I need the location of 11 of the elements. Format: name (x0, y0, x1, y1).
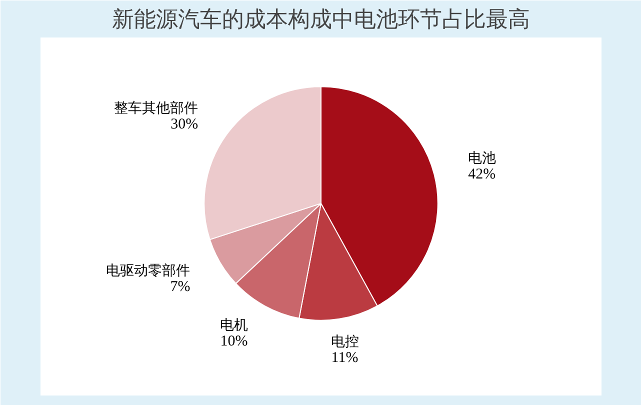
slice-label: 电机 (220, 317, 248, 334)
data-label: 11% (331, 350, 358, 366)
chart-title: 新能源汽车的成本构成中电池环节占比最高 (112, 8, 530, 32)
slice-label: 电驱动零部件 (106, 262, 190, 279)
data-label: 7% (170, 278, 190, 295)
data-label: 42% (468, 166, 496, 183)
slice-label: 电控 (330, 334, 359, 350)
data-label: 30% (170, 116, 198, 132)
data-label: 10% (220, 333, 248, 350)
slice-label: 电池 (468, 150, 496, 167)
slice-label: 整车其他部件 (114, 100, 198, 116)
